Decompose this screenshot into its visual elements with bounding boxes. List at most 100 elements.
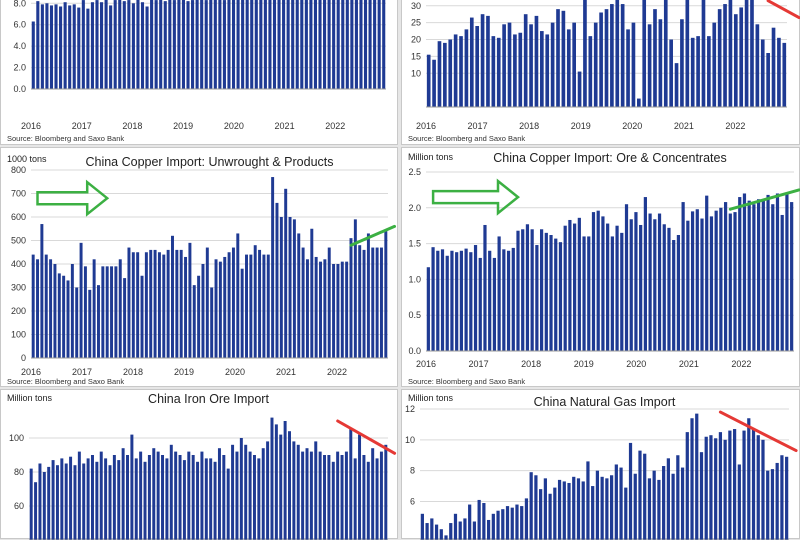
source-note: Source: Bloomberg and Saxo Bank bbox=[7, 134, 124, 143]
bar bbox=[752, 429, 755, 540]
bar bbox=[460, 251, 463, 351]
y-tick-label: 60 bbox=[14, 501, 24, 511]
bar bbox=[610, 4, 614, 107]
y-tick-label: 700 bbox=[11, 189, 26, 199]
bar bbox=[287, 0, 290, 89]
bar bbox=[117, 460, 120, 540]
bar bbox=[479, 258, 482, 351]
bar bbox=[493, 258, 496, 351]
x-tick-label: 2017 bbox=[72, 121, 92, 131]
bar bbox=[551, 23, 555, 107]
bar bbox=[146, 7, 149, 90]
bar bbox=[729, 0, 733, 107]
bar bbox=[201, 264, 204, 358]
bar bbox=[227, 0, 230, 89]
bar bbox=[470, 18, 474, 107]
bar bbox=[71, 264, 74, 358]
bar bbox=[49, 259, 52, 358]
y-tick-label: 100 bbox=[11, 330, 26, 340]
bar bbox=[738, 197, 741, 351]
bar bbox=[323, 455, 326, 540]
bar bbox=[40, 224, 43, 358]
bar bbox=[572, 477, 575, 540]
bar bbox=[144, 462, 147, 540]
bar bbox=[776, 193, 779, 351]
bar bbox=[114, 0, 117, 89]
red-trend-line bbox=[768, 1, 799, 18]
bar bbox=[123, 1, 126, 89]
bar bbox=[507, 251, 510, 351]
bar bbox=[119, 259, 122, 358]
bar bbox=[535, 16, 539, 107]
bar bbox=[685, 0, 689, 107]
bar bbox=[469, 252, 472, 351]
bar bbox=[262, 448, 265, 540]
unit-label: Million tons bbox=[408, 152, 454, 162]
x-tick-label: 2018 bbox=[521, 359, 541, 369]
x-tick-label: 2022 bbox=[327, 367, 347, 377]
bar bbox=[371, 448, 374, 540]
bar bbox=[187, 452, 190, 540]
source-note: Source: Bloomberg and Saxo Bank bbox=[408, 134, 525, 143]
y-tick-label: 30 bbox=[411, 1, 421, 11]
bar bbox=[279, 435, 282, 540]
bar bbox=[192, 455, 195, 540]
bar bbox=[498, 236, 501, 351]
bar bbox=[319, 452, 322, 540]
bar bbox=[780, 455, 783, 540]
bar bbox=[696, 36, 700, 107]
bar bbox=[152, 448, 155, 540]
bar bbox=[53, 264, 56, 358]
bar bbox=[171, 236, 174, 358]
bar bbox=[32, 22, 35, 90]
unit-label: Million tons bbox=[7, 393, 53, 403]
bar bbox=[742, 431, 745, 540]
bar bbox=[276, 203, 279, 358]
bar bbox=[162, 255, 165, 358]
x-tick-label: 2021 bbox=[679, 359, 699, 369]
bar bbox=[702, 0, 706, 107]
bar bbox=[492, 514, 495, 540]
bar bbox=[362, 455, 365, 540]
bar bbox=[82, 464, 85, 540]
bar bbox=[219, 262, 222, 358]
bar bbox=[309, 0, 312, 89]
bar bbox=[359, 0, 362, 89]
bar bbox=[258, 250, 261, 358]
bar bbox=[771, 469, 774, 540]
bar bbox=[284, 421, 287, 540]
bar bbox=[205, 458, 208, 540]
bar bbox=[180, 250, 183, 358]
bar bbox=[620, 233, 623, 351]
bar bbox=[556, 9, 560, 107]
bar bbox=[363, 250, 366, 358]
bar bbox=[734, 14, 738, 107]
bar bbox=[122, 448, 125, 540]
bar bbox=[653, 471, 656, 540]
chart-title: China Iron Ore Import bbox=[148, 392, 269, 406]
bar bbox=[45, 255, 48, 358]
bar bbox=[249, 255, 252, 358]
bar bbox=[200, 0, 203, 89]
bar bbox=[241, 269, 244, 358]
bar bbox=[183, 460, 186, 540]
bar bbox=[270, 418, 273, 540]
bar bbox=[516, 231, 519, 351]
bar bbox=[50, 5, 53, 89]
bar bbox=[376, 248, 379, 358]
y-tick-label: 500 bbox=[11, 236, 26, 246]
bar bbox=[310, 229, 313, 358]
x-tick-label: 2020 bbox=[622, 121, 642, 131]
bar bbox=[148, 455, 151, 540]
bar bbox=[118, 0, 121, 89]
y-tick-label: 80 bbox=[14, 467, 24, 477]
bar bbox=[32, 255, 35, 358]
bar bbox=[446, 256, 449, 351]
red-trend-line bbox=[338, 421, 395, 453]
bar bbox=[179, 455, 182, 540]
bar bbox=[766, 471, 769, 540]
bar bbox=[255, 0, 258, 89]
unit-label: 1000 tons bbox=[7, 154, 47, 164]
bar bbox=[297, 233, 300, 358]
